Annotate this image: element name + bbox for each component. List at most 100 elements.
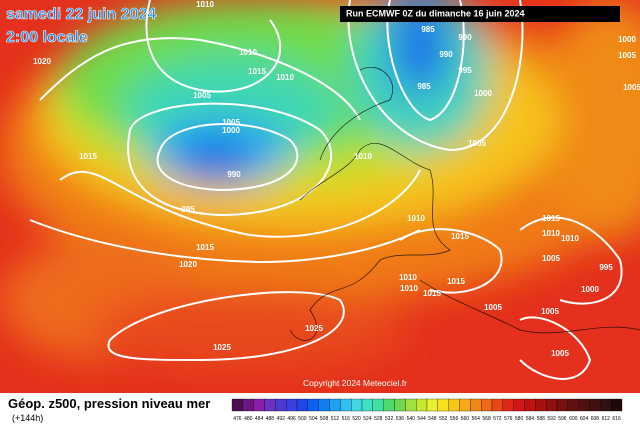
- scale-label: 616: [612, 416, 621, 422]
- scale-label: 544: [417, 416, 426, 422]
- lead-time: (+144h): [12, 413, 43, 423]
- scale-swatch: [351, 398, 363, 412]
- isobar-label: 1005: [541, 307, 559, 316]
- scale-swatch: [383, 398, 395, 412]
- isobar-label: 1015: [196, 243, 214, 252]
- isobar-label: 1015: [542, 214, 560, 223]
- scale-label: 488: [266, 416, 275, 422]
- isobar-label: 1025: [305, 324, 323, 333]
- scale-label: 496: [287, 416, 296, 422]
- isobar-label: 995: [599, 263, 613, 272]
- isobar-label: 1020: [33, 57, 51, 66]
- isobar-label: 1000: [581, 285, 599, 294]
- valid-time: 2:00 locale: [6, 29, 88, 46]
- scale-label: 536: [396, 416, 405, 422]
- scale-swatch: [307, 398, 319, 412]
- isobar-label: 1010: [276, 73, 294, 82]
- scale-label: 592: [547, 416, 556, 422]
- isobar-label: 1005: [484, 303, 502, 312]
- scale-swatch: [437, 398, 449, 412]
- isobar-label: 985: [421, 25, 435, 34]
- scale-label: 568: [482, 416, 491, 422]
- scale-label: 588: [537, 416, 546, 422]
- map: 1010102010151010101510101005100510009909…: [0, 0, 640, 393]
- isobar-label: 1025: [213, 343, 231, 352]
- isobar-label: 1015: [447, 277, 465, 286]
- scale-label: 540: [407, 416, 416, 422]
- scale-label: 572: [493, 416, 502, 422]
- scale-label: 608: [591, 416, 600, 422]
- isobar-label: 1010: [196, 0, 214, 9]
- scale-label: 528: [374, 416, 383, 422]
- isobar-label: 1005: [542, 254, 560, 263]
- scale-swatch: [611, 398, 623, 412]
- scale-swatch: [426, 398, 438, 412]
- scale-label: 548: [428, 416, 437, 422]
- isobar-label: 1000: [222, 126, 240, 135]
- isobar-label: 990: [458, 33, 472, 42]
- scale-swatch: [329, 398, 341, 412]
- scale-label: 512: [331, 416, 340, 422]
- scale-swatch: [491, 398, 503, 412]
- isobar-label: 1010: [399, 273, 417, 282]
- scale-swatch: [405, 398, 417, 412]
- scale-swatch: [231, 398, 243, 412]
- scale-label: 576: [504, 416, 513, 422]
- isobar-label: 1020: [179, 260, 197, 269]
- isobar-label: 995: [458, 66, 472, 75]
- scale-swatch: [589, 398, 601, 412]
- copyright: Copyright 2024 Meteociel.fr: [303, 378, 407, 388]
- scale-swatch: [372, 398, 384, 412]
- footer-title: Géop. z500, pression niveau mer: [8, 396, 210, 411]
- scale-label: 596: [558, 416, 567, 422]
- isobar-label: 1005: [551, 349, 569, 358]
- isobar-label: 990: [227, 170, 241, 179]
- scale-label: 532: [385, 416, 394, 422]
- scale-swatch: [448, 398, 460, 412]
- color-scale: 476 480 484 488 492 496 500 504 508 512 516 520 524 5…: [231, 398, 623, 422]
- scale-swatch: [600, 398, 612, 412]
- scale-swatch: [416, 398, 428, 412]
- scale-swatch: [242, 398, 254, 412]
- scale-swatch: [459, 398, 471, 412]
- isobar-label: 1010: [354, 152, 372, 161]
- isobar-label: 1015: [423, 289, 441, 298]
- scale-label: 484: [255, 416, 264, 422]
- isobar-label: 1010: [400, 284, 418, 293]
- scale-label: 600: [569, 416, 578, 422]
- isobar-label: 1005: [193, 91, 211, 100]
- scale-label: 556: [450, 416, 459, 422]
- isobar-label: 1015: [451, 232, 469, 241]
- scale-swatch: [470, 398, 482, 412]
- scale-label: 508: [320, 416, 329, 422]
- isobar-label: 1005: [222, 118, 240, 127]
- scale-label: 612: [602, 416, 611, 422]
- scale-label: 504: [309, 416, 318, 422]
- isobar-label: 985: [417, 82, 431, 91]
- isobar-label: 1010: [542, 229, 560, 238]
- scale-swatch: [481, 398, 493, 412]
- scale-label: 520: [352, 416, 361, 422]
- scale-swatch: [361, 398, 373, 412]
- scale-label: 524: [363, 416, 372, 422]
- isobar-label: 1005: [468, 139, 486, 148]
- scale-label: 516: [342, 416, 351, 422]
- scale-swatch: [502, 398, 514, 412]
- scale-swatch: [556, 398, 568, 412]
- isobar-label: 1000: [618, 35, 636, 44]
- isobar-label: 1010: [561, 234, 579, 243]
- isobar-label: 1000: [474, 89, 492, 98]
- isobar-label: 1015: [248, 67, 266, 76]
- scale-swatch: [567, 398, 579, 412]
- scale-label: 560: [461, 416, 470, 422]
- valid-date: samedi 22 juin 2024: [6, 6, 156, 23]
- scale-swatch: [253, 398, 265, 412]
- isobar-label: 990: [439, 50, 453, 59]
- isobar-label: 1005: [618, 51, 636, 60]
- scale-label: 564: [472, 416, 481, 422]
- scale-label: 476: [233, 416, 242, 422]
- isobar-label: 1010: [407, 214, 425, 223]
- scale-swatch: [318, 398, 330, 412]
- scale-swatch: [535, 398, 547, 412]
